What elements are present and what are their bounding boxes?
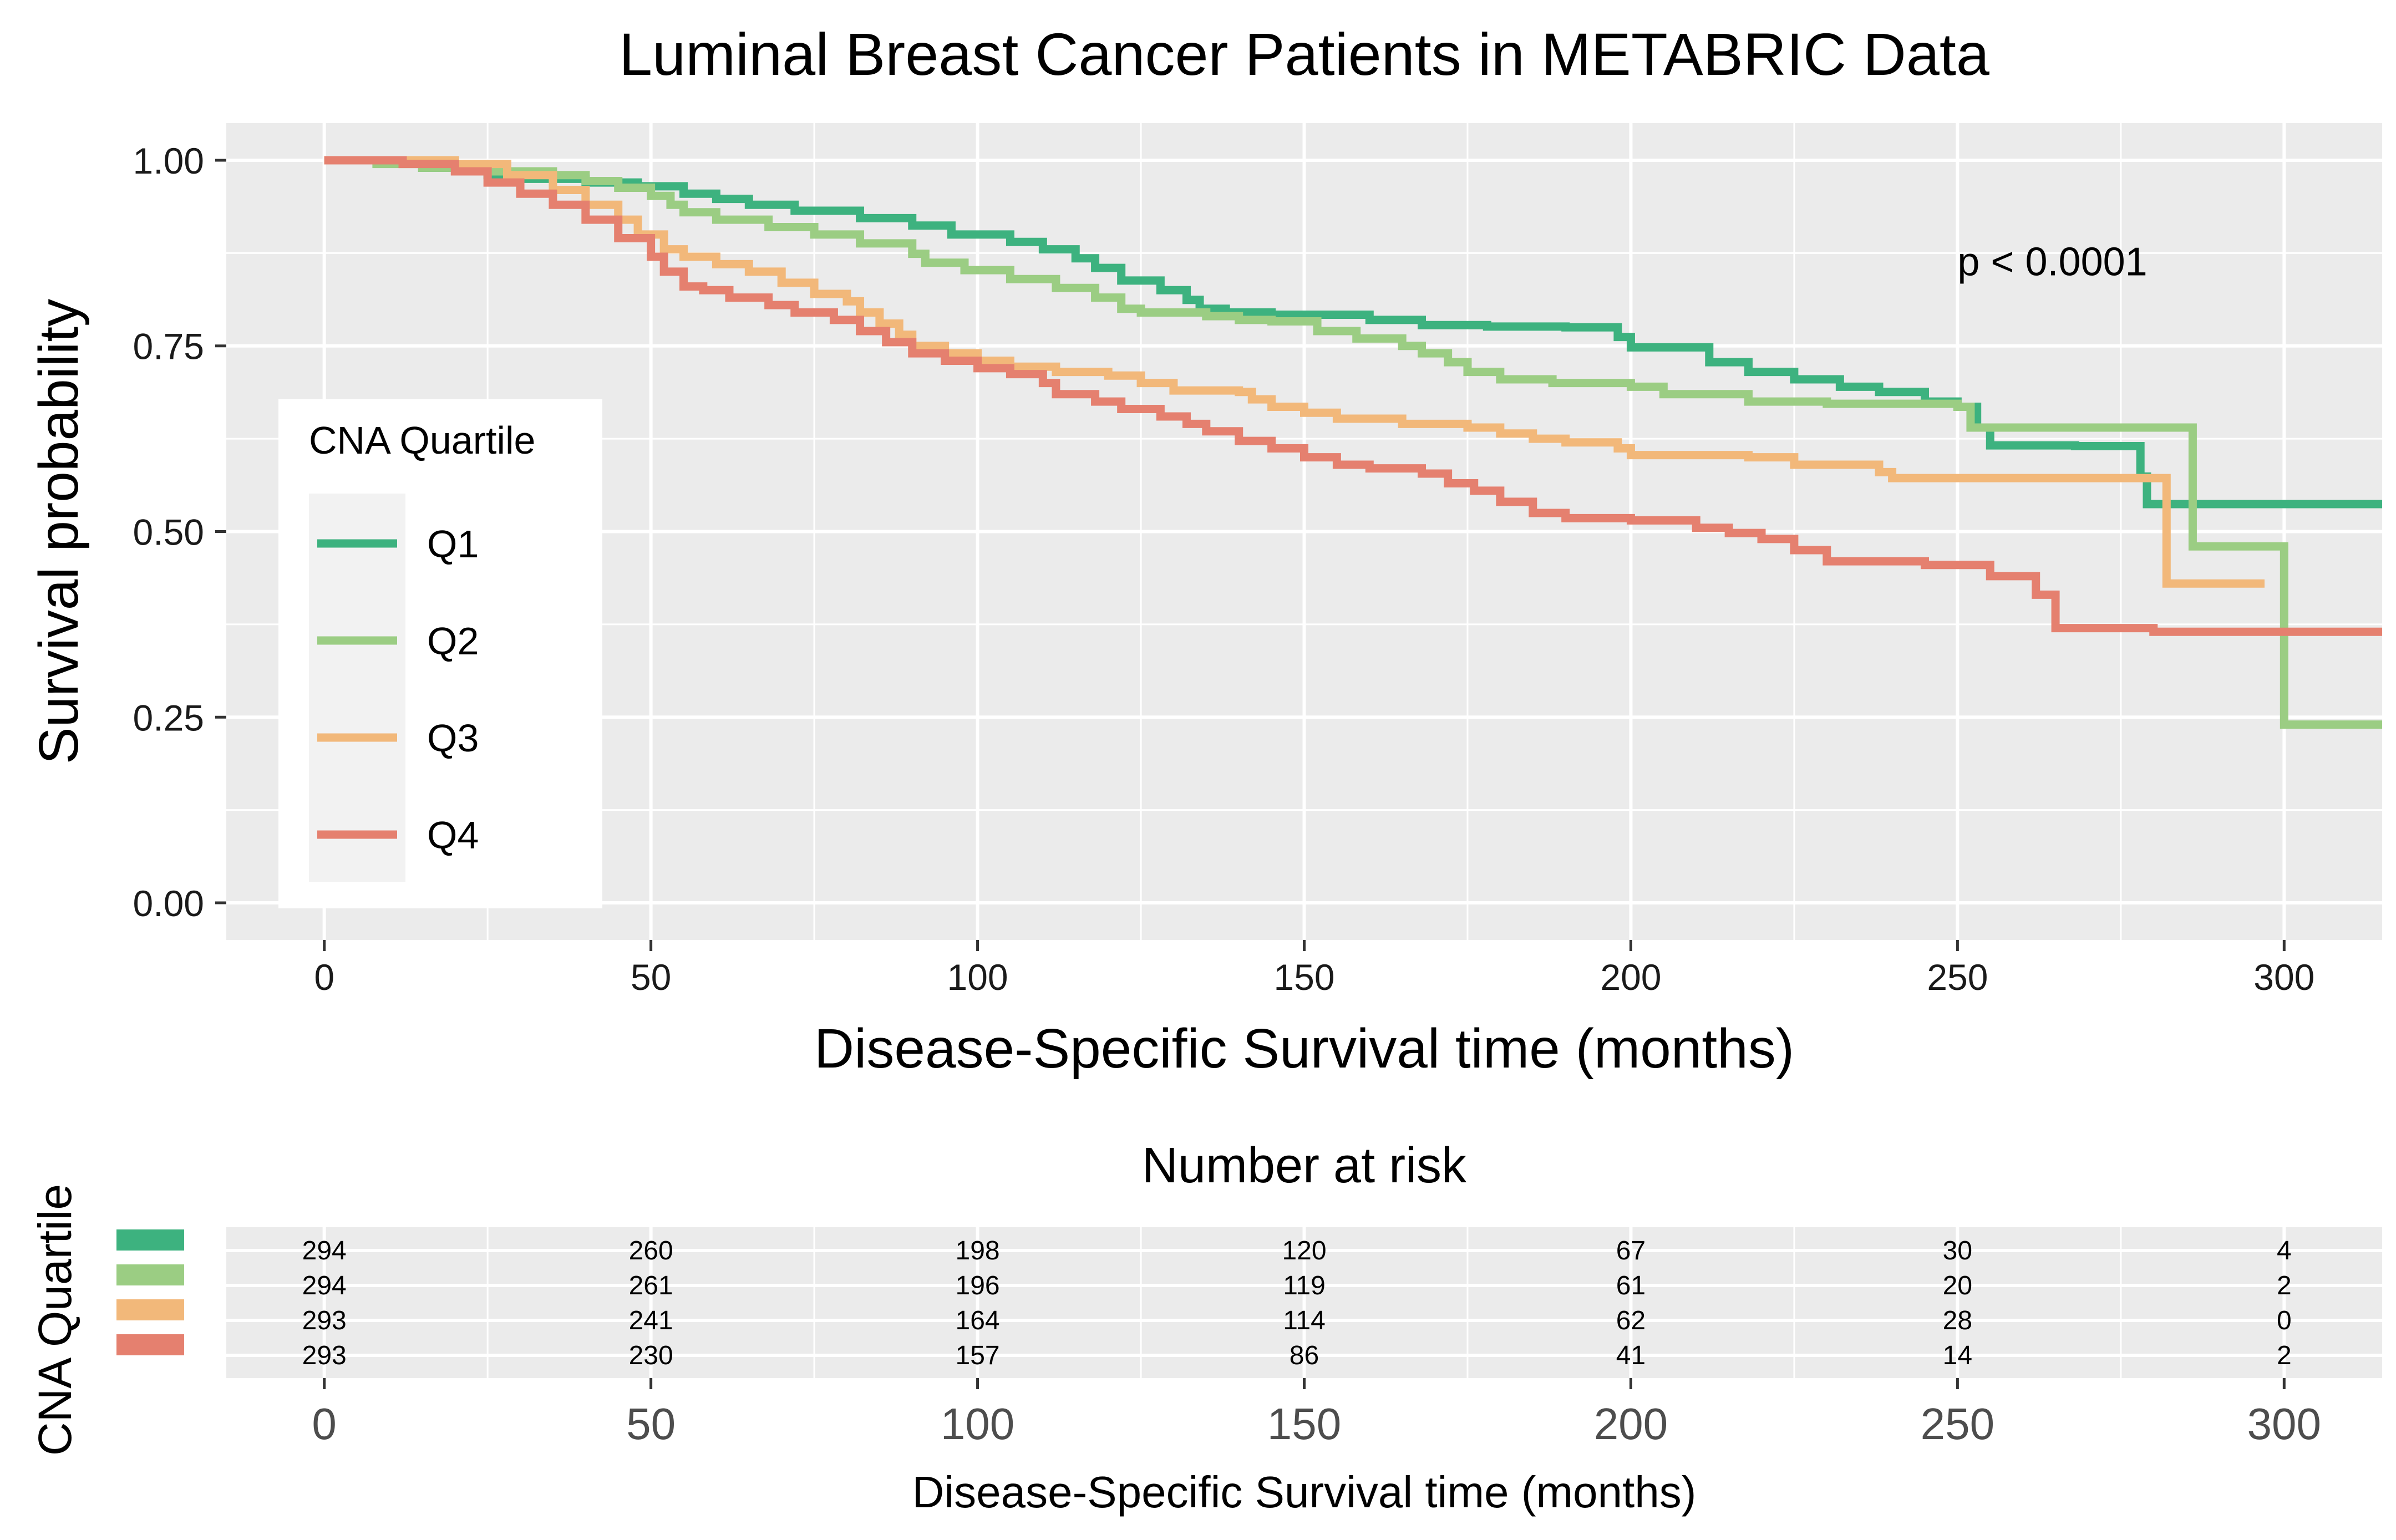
risk-count-cell: 241 [629, 1306, 673, 1335]
risk-count-cell: 230 [629, 1341, 673, 1370]
risk-count-cell: 119 [1283, 1271, 1326, 1300]
x-axis-title: Disease-Specific Survival time (months) [814, 1018, 1794, 1080]
risk-x-axis-title: Disease-Specific Survival time (months) [912, 1467, 1697, 1517]
risk-count-cell: 4 [2277, 1236, 2292, 1265]
risk-count-cell: 41 [1616, 1341, 1646, 1370]
y-tick-label: 0.25 [133, 697, 204, 738]
x-tick-label: 300 [2253, 957, 2314, 998]
risk-table-title: Number at risk [1142, 1138, 1467, 1193]
legend-key-background [309, 494, 405, 882]
risk-count-cell: 198 [956, 1236, 1000, 1265]
x-tick-label: 100 [947, 957, 1008, 998]
p-value-annotation: p < 0.0001 [1957, 240, 2147, 284]
risk-count-cell: 196 [956, 1271, 1000, 1300]
x-tick-label: 0 [314, 957, 334, 998]
risk-count-cell: 2 [2277, 1341, 2292, 1370]
risk-count-cell: 294 [302, 1271, 347, 1300]
legend-label-q1: Q1 [427, 522, 479, 566]
risk-x-tick-label: 100 [941, 1399, 1014, 1448]
risk-row-color-key-q1 [116, 1229, 184, 1251]
risk-count-cell: 120 [1282, 1236, 1326, 1265]
km-curve-q1 [324, 156, 2382, 509]
risk-count-cell: 293 [302, 1341, 347, 1370]
risk-count-cell: 114 [1283, 1306, 1326, 1335]
risk-x-tick-label: 150 [1267, 1399, 1341, 1448]
chart-title: Luminal Breast Cancer Patients in METABR… [619, 21, 1990, 88]
risk-count-cell: 261 [629, 1271, 673, 1300]
risk-count-cell: 164 [956, 1306, 1000, 1335]
risk-x-tick-label: 250 [1921, 1399, 1994, 1448]
y-tick-label: 0.75 [133, 326, 204, 367]
risk-count-cell: 20 [1943, 1271, 1972, 1300]
risk-y-axis-title: CNA Quartile [29, 1184, 81, 1456]
risk-row-color-key-q4 [116, 1334, 184, 1355]
risk-row-color-key-q3 [116, 1299, 184, 1320]
risk-count-cell: 62 [1616, 1306, 1646, 1335]
x-tick-label: 150 [1273, 957, 1334, 998]
risk-count-cell: 86 [1290, 1341, 1319, 1370]
risk-x-tick-label: 300 [2247, 1399, 2321, 1448]
risk-count-cell: 157 [956, 1341, 1000, 1370]
y-tick-label: 1.00 [133, 140, 204, 181]
y-tick-label: 0.50 [133, 512, 204, 553]
legend-title: CNA Quartile [309, 419, 535, 462]
risk-count-cell: 30 [1943, 1236, 1972, 1265]
risk-count-cell: 260 [629, 1236, 673, 1265]
risk-x-tick-label: 50 [626, 1399, 676, 1448]
risk-count-cell: 67 [1616, 1236, 1646, 1265]
x-tick-label: 200 [1600, 957, 1661, 998]
risk-count-cell: 61 [1616, 1271, 1646, 1300]
km-curve-q3 [324, 156, 2265, 588]
risk-count-cell: 14 [1943, 1341, 1972, 1370]
legend-label-q4: Q4 [427, 814, 479, 857]
risk-row-color-key-q2 [116, 1264, 184, 1285]
risk-count-cell: 2 [2277, 1271, 2292, 1300]
risk-count-cell: 294 [302, 1236, 347, 1265]
risk-count-cell: 28 [1943, 1306, 1972, 1335]
legend-label-q2: Q2 [427, 619, 479, 663]
risk-x-tick-label: 200 [1594, 1399, 1668, 1448]
y-tick-label: 0.00 [133, 883, 204, 924]
risk-count-cell: 0 [2277, 1306, 2292, 1335]
y-axis-title: Survival probability [28, 299, 90, 764]
legend-label-q3: Q3 [427, 716, 479, 760]
x-tick-label: 50 [631, 957, 671, 998]
risk-count-cell: 293 [302, 1306, 347, 1335]
risk-x-tick-label: 0 [312, 1399, 337, 1448]
km-curve-q4 [324, 156, 2382, 636]
km-curve-q2 [324, 156, 2382, 729]
x-tick-label: 250 [1927, 957, 1988, 998]
